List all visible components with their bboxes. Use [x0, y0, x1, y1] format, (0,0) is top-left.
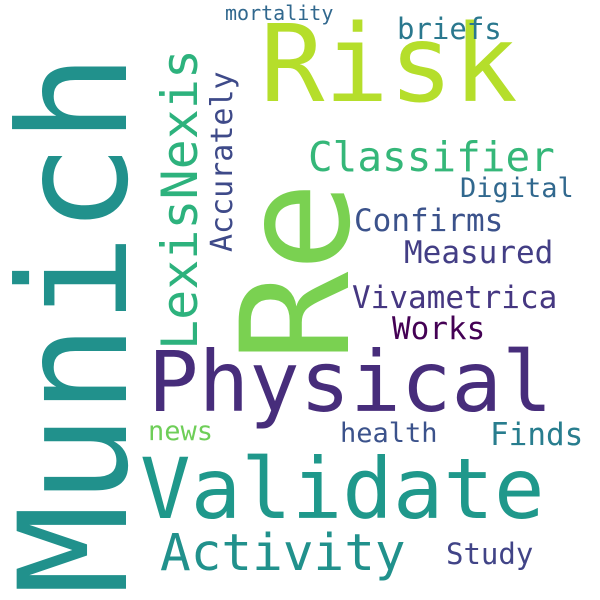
word-confirms: Confirms	[354, 203, 504, 239]
word-works: Works	[392, 311, 486, 347]
word-validate: Validate	[140, 440, 545, 538]
word-study: Study	[446, 537, 534, 571]
word-munich: Munich	[0, 53, 162, 595]
word-briefs: briefs	[397, 12, 502, 46]
word-mortality: mortality	[225, 1, 334, 25]
word-health: health	[340, 418, 438, 449]
word-digital: Digital	[460, 173, 574, 204]
word-classifier: Classifier	[308, 133, 555, 181]
word-lexisnexis: LexisNexis	[151, 48, 209, 350]
word-measured: Measured	[404, 235, 554, 271]
word-activity: Activity	[160, 524, 406, 583]
word-physical: Physical	[148, 333, 553, 431]
word-risk: Risk	[260, 3, 518, 127]
word-news: news	[148, 416, 214, 447]
word-vivametrica: Vivametrica	[352, 280, 558, 316]
word-accurately: Accurately	[205, 71, 240, 252]
word-finds: Finds	[490, 417, 584, 453]
